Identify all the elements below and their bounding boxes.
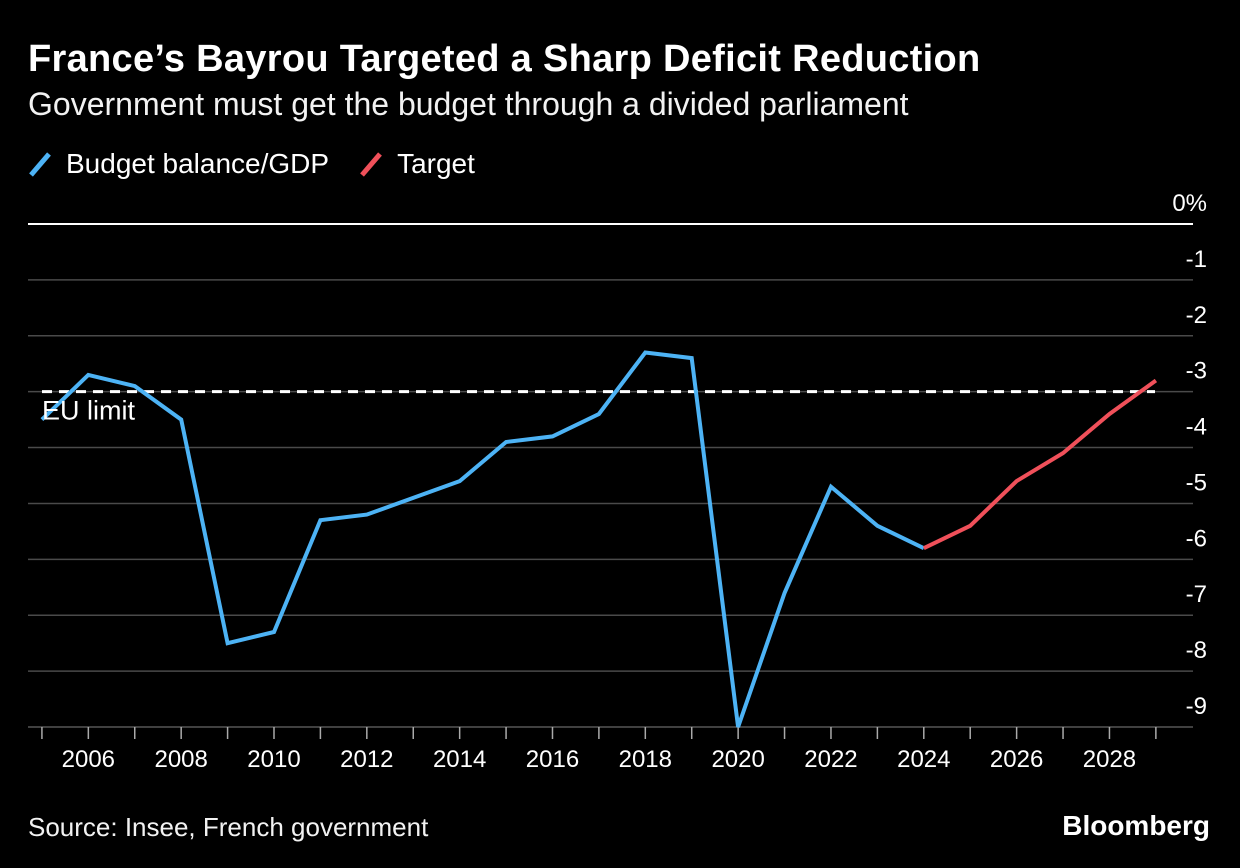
x-tick-label: 2016	[526, 746, 579, 773]
bloomberg-logo: Bloomberg	[1062, 810, 1210, 841]
x-tick-label: 2018	[619, 746, 672, 773]
legend: Budget balance/GDP Target	[28, 148, 505, 180]
chart-title: France’s Bayrou Targeted a Sharp Deficit…	[28, 38, 981, 80]
legend-label-budget-balance: Budget balance/GDP	[66, 148, 330, 179]
source-note: Source: Insee, French government	[28, 812, 429, 842]
legend-swatch-target	[359, 150, 383, 178]
eu-limit-label: EU limit	[42, 396, 135, 426]
x-tick-label: 2008	[154, 746, 207, 773]
x-tick-label: 2022	[804, 746, 857, 773]
x-tick-label: 2014	[433, 746, 486, 773]
y-tick-label: -1	[1186, 246, 1207, 273]
y-tick-label: 0%	[1172, 190, 1207, 217]
y-tick-label: -7	[1186, 581, 1207, 608]
y-tick-label: -8	[1186, 637, 1207, 664]
legend-item-target: Target	[359, 148, 475, 180]
y-tick-label: -4	[1186, 414, 1207, 441]
y-tick-label: -6	[1186, 525, 1207, 552]
series-line-target	[922, 378, 1158, 551]
x-tick-label: 2028	[1083, 746, 1136, 773]
x-tick-label: 2026	[990, 746, 1043, 773]
series-line-budget-balance	[40, 350, 925, 728]
x-tick-label: 2020	[711, 746, 764, 773]
y-tick-label: -5	[1186, 469, 1207, 496]
y-tick-label: -2	[1186, 302, 1207, 329]
legend-swatch-budget-balance	[28, 150, 52, 178]
x-tick-label: 2024	[897, 746, 950, 773]
chart-subtitle: Government must get the budget through a…	[28, 86, 909, 122]
y-tick-label: -3	[1186, 358, 1207, 385]
legend-item-budget-balance: Budget balance/GDP	[28, 148, 329, 180]
y-tick-label: -9	[1186, 693, 1207, 720]
x-tick-label: 2006	[62, 746, 115, 773]
legend-label-target: Target	[397, 148, 475, 179]
x-tick-label: 2010	[247, 746, 300, 773]
x-tick-label: 2012	[340, 746, 393, 773]
